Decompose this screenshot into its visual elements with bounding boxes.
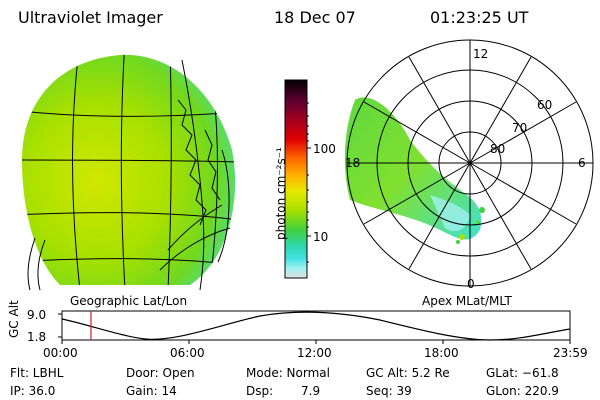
- timeline-x-tick-0000: 00:00: [43, 346, 78, 360]
- colorbar: [284, 79, 311, 279]
- mlt-label-12: 12: [473, 47, 489, 61]
- lat-label-70: 70: [512, 121, 528, 135]
- app-title: Ultraviolet Imager: [18, 8, 163, 27]
- geographic-view: [22, 54, 236, 291]
- coastlines: [27, 59, 231, 291]
- info-gc-alt: GC Alt: 5.2 Re: [366, 366, 450, 380]
- header-date: 18 Dec 07: [274, 8, 356, 27]
- info-filter: Flt: LBHL: [10, 366, 64, 380]
- colorbar-minor-ticks: [307, 102, 309, 263]
- polar-caption: Apex MLat/MLT: [422, 294, 512, 308]
- timeline-y-label: GC Alt: [7, 300, 21, 338]
- timeline-x-tick-1200: 12:00: [297, 346, 332, 360]
- timeline-x-tick-1800: 18:00: [424, 346, 459, 360]
- info-dsp-label: Dsp:: [246, 384, 274, 398]
- info-dsp-value: 7.9: [301, 384, 321, 398]
- timeline-x-tick-0600: 06:00: [170, 346, 205, 360]
- colorbar-unit-label: photon cm⁻²s⁻¹: [274, 147, 288, 240]
- info-seq: Seq: 39: [366, 384, 412, 398]
- timeline-y-tick-9: 9.0: [27, 308, 47, 322]
- polar-grid: [346, 39, 594, 287]
- mlt-label-18: 18: [345, 156, 361, 170]
- polar-view: [344, 39, 594, 287]
- lat-label-60: 60: [537, 98, 553, 112]
- colorbar-tick-100: 100: [313, 142, 336, 156]
- mlt-label-0: 0: [467, 277, 475, 291]
- colorbar-scale: [284, 79, 308, 279]
- aurora-image: [22, 54, 236, 285]
- timeline-x-tick-2359: 23:59: [553, 346, 588, 360]
- colorbar-tick-10: 10: [313, 230, 329, 244]
- info-glat: GLat: −61.8: [486, 366, 559, 380]
- lat-label-80: 80: [490, 142, 506, 156]
- timeline-plot: [58, 310, 571, 344]
- info-door: Door: Open: [126, 366, 195, 380]
- info-ip: IP: 36.0: [10, 384, 56, 398]
- mlt-label-6: 6: [578, 156, 586, 170]
- info-mode: Mode: Normal: [246, 366, 330, 380]
- header-time: 01:23:25 UT: [430, 8, 529, 27]
- info-glon: GLon: 220.9: [486, 384, 559, 398]
- info-gain: Gain: 14: [126, 384, 177, 398]
- geographic-caption: Geographic Lat/Lon: [70, 294, 188, 308]
- altitude-curve: [61, 311, 571, 341]
- timeline-y-tick-1: 1.8: [27, 330, 47, 344]
